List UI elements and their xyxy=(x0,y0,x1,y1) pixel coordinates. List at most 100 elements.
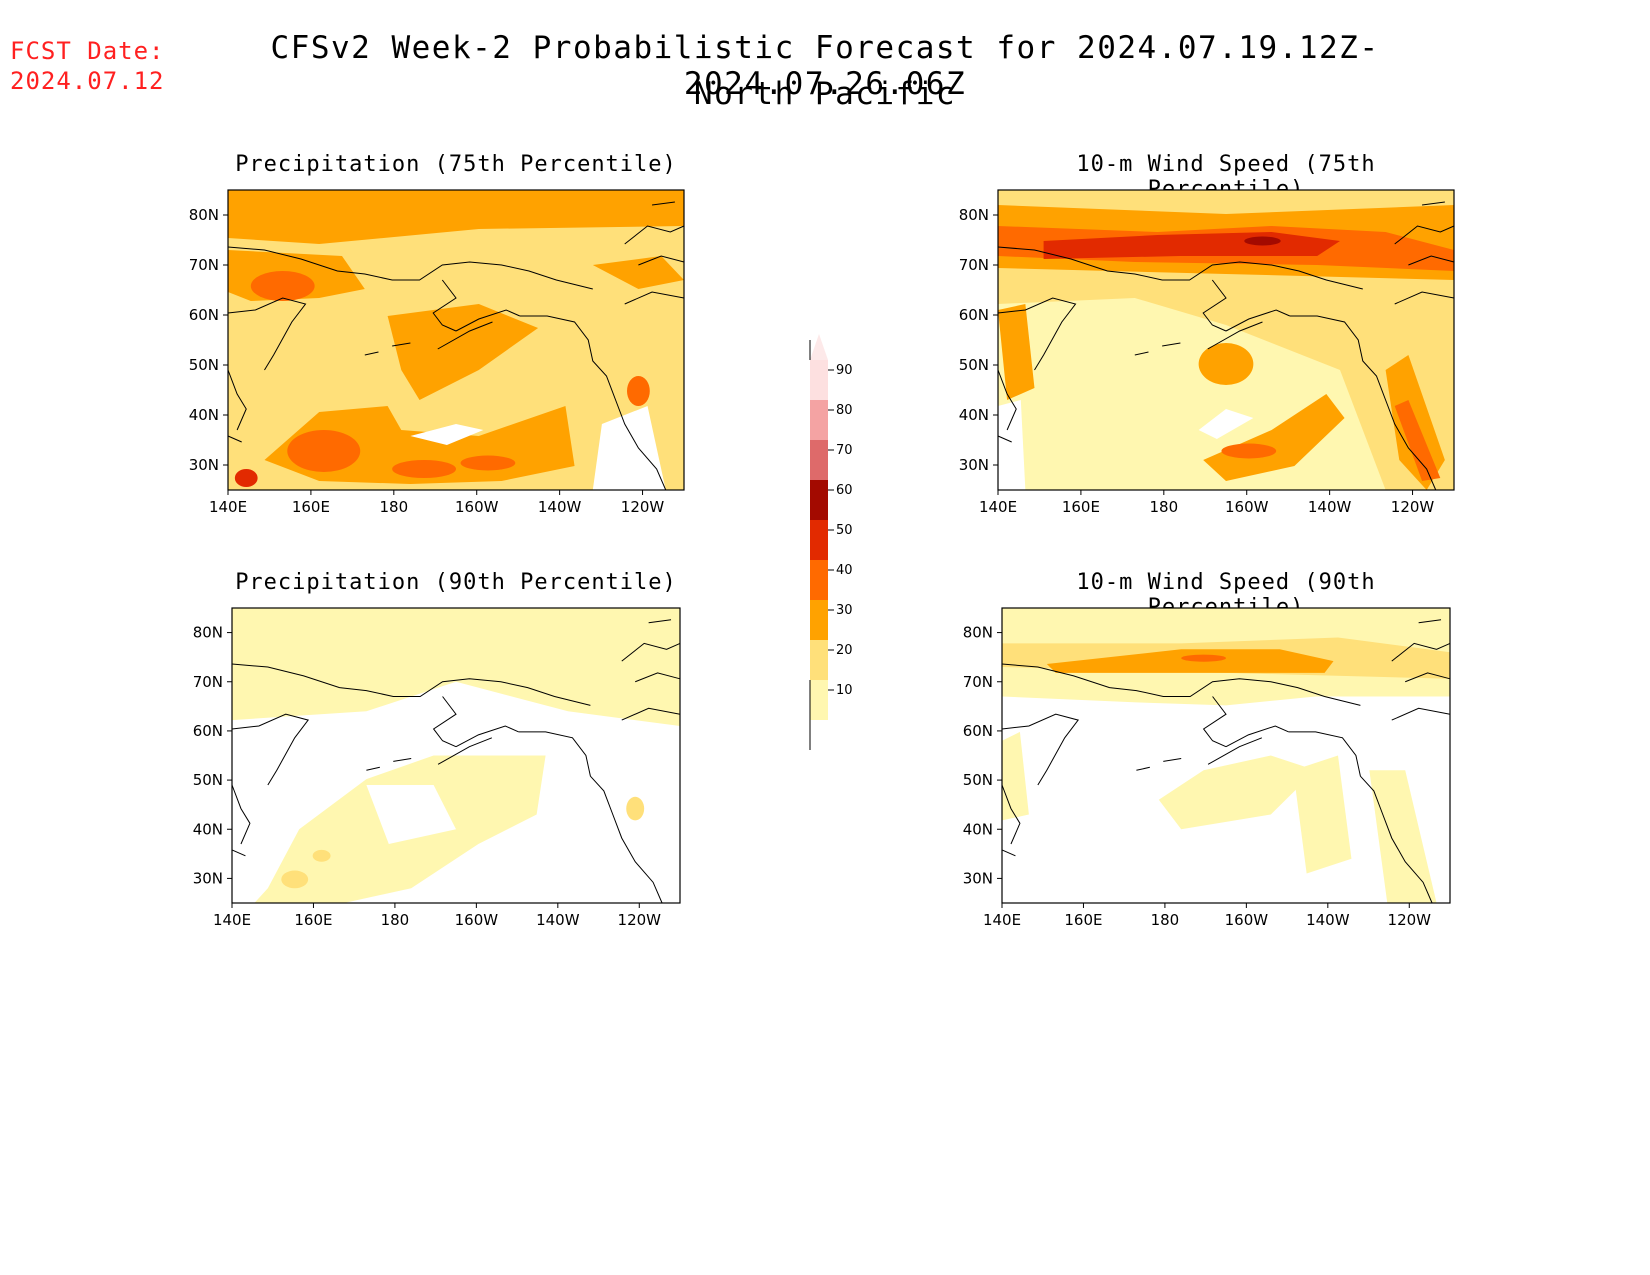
lon-tick-label: 160E xyxy=(294,911,332,929)
lon-tick-label: 180 xyxy=(381,911,410,929)
colorbar-segment xyxy=(810,440,828,480)
shading-10-20 xyxy=(1369,770,1437,903)
lat-tick-label: 70N xyxy=(189,256,219,274)
lon-tick-label: 160W xyxy=(1225,498,1269,516)
shading-40-50 xyxy=(392,460,456,478)
lat-tick-label: 30N xyxy=(189,456,219,474)
lat-tick-label: 80N xyxy=(959,206,989,224)
lat-tick-label: 30N xyxy=(963,869,993,887)
map-panel-precip75: 140E 160E 180 160W 140W 120W 80N 70N 60N 50N 40N 30… xyxy=(189,189,685,516)
shading-40-50 xyxy=(1221,443,1277,459)
lon-tick-label: 140W xyxy=(536,911,580,929)
colorbar-level-label: 60 xyxy=(836,483,853,498)
main-title: CFSv2 Week-2 Probabilistic Forecast for … xyxy=(270,30,1380,102)
lon-tick-label: 160W xyxy=(455,911,499,929)
colorbar-segment xyxy=(810,640,828,680)
lon-tick-label: 160W xyxy=(455,498,499,516)
lat-tick-label: 80N xyxy=(193,624,223,642)
plot-frame xyxy=(997,189,1455,491)
map-panel-wind75: 140E 160E 180 160W 140W 120W 80N 70N 60N 50N 40N 30… xyxy=(959,189,1455,516)
lon-tick-label: 180 xyxy=(379,498,408,516)
shading-below-10 xyxy=(998,400,1026,490)
plot-frame xyxy=(231,607,681,904)
lat-tick-label: 50N xyxy=(963,771,993,789)
shading-10-20 xyxy=(1002,731,1029,821)
lon-tick-label: 160E xyxy=(292,498,330,516)
shading-40-50 xyxy=(1181,654,1226,662)
lon-tick-label: 140E xyxy=(209,498,247,516)
shading-40-50 xyxy=(250,271,315,301)
lat-tick-label: 50N xyxy=(193,771,223,789)
lat-tick-label: 30N xyxy=(959,456,989,474)
shading-20-30 xyxy=(281,870,309,889)
lon-tick-label: 120W xyxy=(618,911,662,929)
lat-tick-label: 60N xyxy=(963,722,993,740)
forecast-date-label: FCST Date: xyxy=(10,37,165,65)
plot-frame xyxy=(227,189,685,491)
lon-tick-label: 160W xyxy=(1225,911,1269,929)
lon-tick-label: 140E xyxy=(983,911,1021,929)
lat-tick-label: 40N xyxy=(963,820,993,838)
lat-tick-label: 60N xyxy=(193,722,223,740)
shading-20-30 xyxy=(626,796,645,821)
plot-frame xyxy=(1001,607,1451,904)
region-subtitle: North Pacific xyxy=(693,76,957,112)
colorbar-level-label: 10 xyxy=(836,683,853,698)
shading-30-40 xyxy=(592,256,684,289)
lat-tick-label: 60N xyxy=(959,306,989,324)
shading-30-40 xyxy=(1198,343,1254,385)
lat-tick-label: 50N xyxy=(189,356,219,374)
colorbar-segment xyxy=(810,680,828,720)
map-panel-precip90: 140E 160E 180 160W 140W 120W 80N 70N 60N 50N 40N 30… xyxy=(193,607,681,929)
lon-tick-label: 140E xyxy=(979,498,1017,516)
shading-30-40 xyxy=(1046,649,1334,673)
forecast-date-value: 2024.07.12 xyxy=(10,67,165,95)
colorbar-level-label: 30 xyxy=(836,603,853,618)
colorbar-level-label: 90 xyxy=(836,363,853,378)
shading-40-50 xyxy=(1394,400,1441,481)
coastline xyxy=(231,619,681,904)
colorbar-segment xyxy=(810,400,828,440)
shading-below-10 xyxy=(366,785,456,844)
shading-30-40 xyxy=(1203,394,1345,481)
lon-tick-label: 160E xyxy=(1062,498,1100,516)
lon-tick-label: 140W xyxy=(1306,911,1350,929)
shading-below-10 xyxy=(1198,409,1254,439)
colorbar-segment xyxy=(810,360,828,400)
lat-tick-label: 30N xyxy=(193,869,223,887)
colorbar-level-label: 20 xyxy=(836,643,853,658)
shading-50-60 xyxy=(234,469,258,487)
colorbar-upper-tip xyxy=(810,334,828,360)
lat-tick-label: 80N xyxy=(963,624,993,642)
shading-10-20 xyxy=(232,608,680,726)
lon-tick-label: 140W xyxy=(538,498,582,516)
lat-tick-label: 40N xyxy=(193,820,223,838)
lon-tick-label: 120W xyxy=(621,498,665,516)
shading-30-40 xyxy=(228,190,684,244)
panel-title-precip75: Precipitation (75th Percentile) xyxy=(235,152,677,177)
probability-colorbar: 90 80 70 60 50 40 30 20 10 xyxy=(809,334,853,750)
colorbar-level-label: 40 xyxy=(836,563,853,578)
colorbar-segment xyxy=(810,600,828,640)
colorbar-segment xyxy=(810,480,828,520)
lat-tick-label: 70N xyxy=(959,256,989,274)
shading-30-40 xyxy=(998,304,1035,400)
shading-20-30 xyxy=(312,849,331,862)
lat-tick-label: 40N xyxy=(959,406,989,424)
lon-tick-label: 140W xyxy=(1308,498,1352,516)
lat-tick-label: 50N xyxy=(959,356,989,374)
lat-tick-label: 70N xyxy=(193,673,223,691)
lon-tick-label: 160E xyxy=(1064,911,1102,929)
colorbar-level-label: 50 xyxy=(836,523,853,538)
shading-below-10 xyxy=(410,424,484,445)
panel-title-precip90: Precipitation (90th Percentile) xyxy=(235,570,677,595)
map-panel-wind90: 140E 160E 180 160W 140W 120W 80N 70N 60N 50N 40N 30… xyxy=(963,607,1451,929)
colorbar-segment xyxy=(810,520,828,560)
shading-60-70 xyxy=(1244,236,1281,246)
colorbar-level-label: 70 xyxy=(836,443,853,458)
coastline xyxy=(1001,619,1451,904)
shading-below-10 xyxy=(592,406,666,490)
lon-tick-label: 120W xyxy=(1391,498,1435,516)
lon-tick-label: 140E xyxy=(213,911,251,929)
coastline xyxy=(997,201,1455,491)
